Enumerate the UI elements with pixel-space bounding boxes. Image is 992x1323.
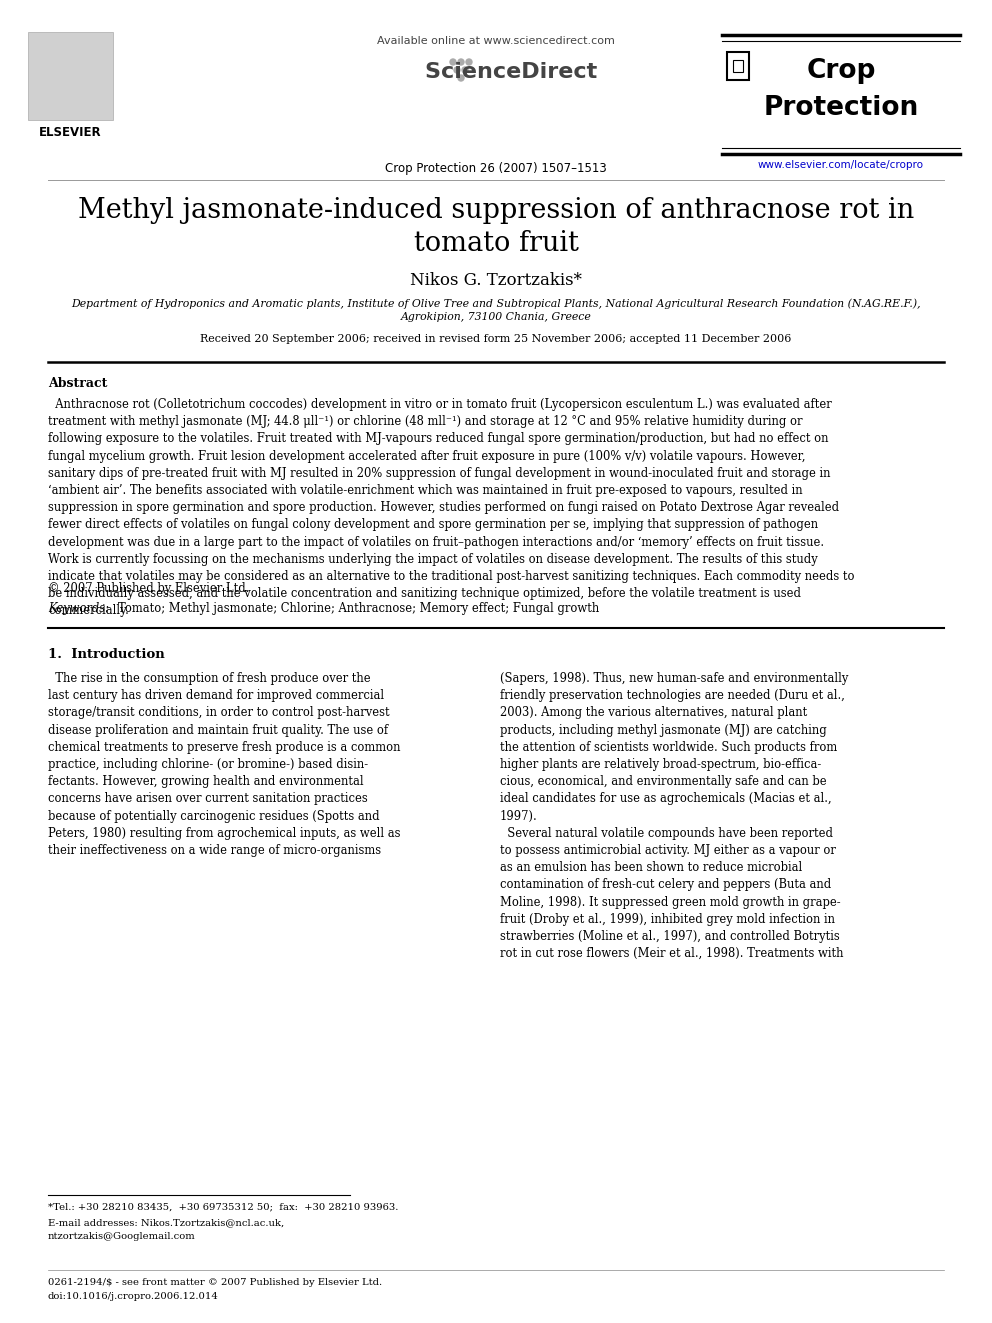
Text: Nikos G. Tzortzakis*: Nikos G. Tzortzakis* — [410, 273, 582, 288]
Text: ELSEVIER: ELSEVIER — [39, 126, 101, 139]
Text: 0261-2194/$ - see front matter © 2007 Published by Elsevier Ltd.: 0261-2194/$ - see front matter © 2007 Pu… — [48, 1278, 382, 1287]
Text: Available online at www.sciencedirect.com: Available online at www.sciencedirect.co… — [377, 36, 615, 46]
Text: ntzortzakis@Googlemail.com: ntzortzakis@Googlemail.com — [48, 1232, 195, 1241]
Text: © 2007 Published by Elsevier Ltd.: © 2007 Published by Elsevier Ltd. — [48, 582, 250, 595]
Circle shape — [454, 67, 460, 73]
Text: www.elsevier.com/locate/cropro: www.elsevier.com/locate/cropro — [758, 160, 924, 169]
Bar — [28, 32, 113, 120]
Text: Anthracnose rot (Colletotrichum coccodes) development in vitro or in tomato frui: Anthracnose rot (Colletotrichum coccodes… — [48, 398, 854, 618]
Text: Department of Hydroponics and Aromatic plants, Institute of Olive Tree and Subtr: Department of Hydroponics and Aromatic p… — [71, 298, 921, 308]
Circle shape — [458, 60, 464, 65]
Bar — [727, 52, 749, 79]
Text: Received 20 September 2006; received in revised form 25 November 2006; accepted : Received 20 September 2006; received in … — [200, 333, 792, 344]
Bar — [733, 60, 743, 71]
Text: *Tel.: +30 28210 83435,  +30 69735312 50;  fax:  +30 28210 93963.: *Tel.: +30 28210 83435, +30 69735312 50;… — [48, 1203, 399, 1211]
Text: ScienceDirect: ScienceDirect — [395, 62, 597, 82]
Text: Protection: Protection — [764, 95, 919, 120]
Text: Keywords:: Keywords: — [48, 602, 109, 615]
Text: Agrokipion, 73100 Chania, Greece: Agrokipion, 73100 Chania, Greece — [401, 312, 591, 321]
Circle shape — [462, 67, 468, 73]
Text: The rise in the consumption of fresh produce over the
last century has driven de: The rise in the consumption of fresh pro… — [48, 672, 401, 857]
Text: 1.  Introduction: 1. Introduction — [48, 648, 165, 662]
Text: Methyl jasmonate-induced suppression of anthracnose rot in: Methyl jasmonate-induced suppression of … — [78, 197, 914, 224]
Text: Crop: Crop — [806, 58, 876, 83]
Text: doi:10.1016/j.cropro.2006.12.014: doi:10.1016/j.cropro.2006.12.014 — [48, 1293, 219, 1301]
Circle shape — [450, 60, 456, 65]
Text: tomato fruit: tomato fruit — [414, 230, 578, 257]
Text: Tomato; Methyl jasmonate; Chlorine; Anthracnose; Memory effect; Fungal growth: Tomato; Methyl jasmonate; Chlorine; Anth… — [118, 602, 599, 615]
Circle shape — [458, 75, 464, 81]
Text: Crop Protection 26 (2007) 1507–1513: Crop Protection 26 (2007) 1507–1513 — [385, 161, 607, 175]
Circle shape — [466, 60, 472, 65]
Text: E-mail addresses: Nikos.Tzortzakis@ncl.ac.uk,: E-mail addresses: Nikos.Tzortzakis@ncl.a… — [48, 1218, 285, 1226]
Text: Abstract: Abstract — [48, 377, 107, 390]
Text: (Sapers, 1998). Thus, new human-safe and environmentally
friendly preservation t: (Sapers, 1998). Thus, new human-safe and… — [500, 672, 848, 960]
